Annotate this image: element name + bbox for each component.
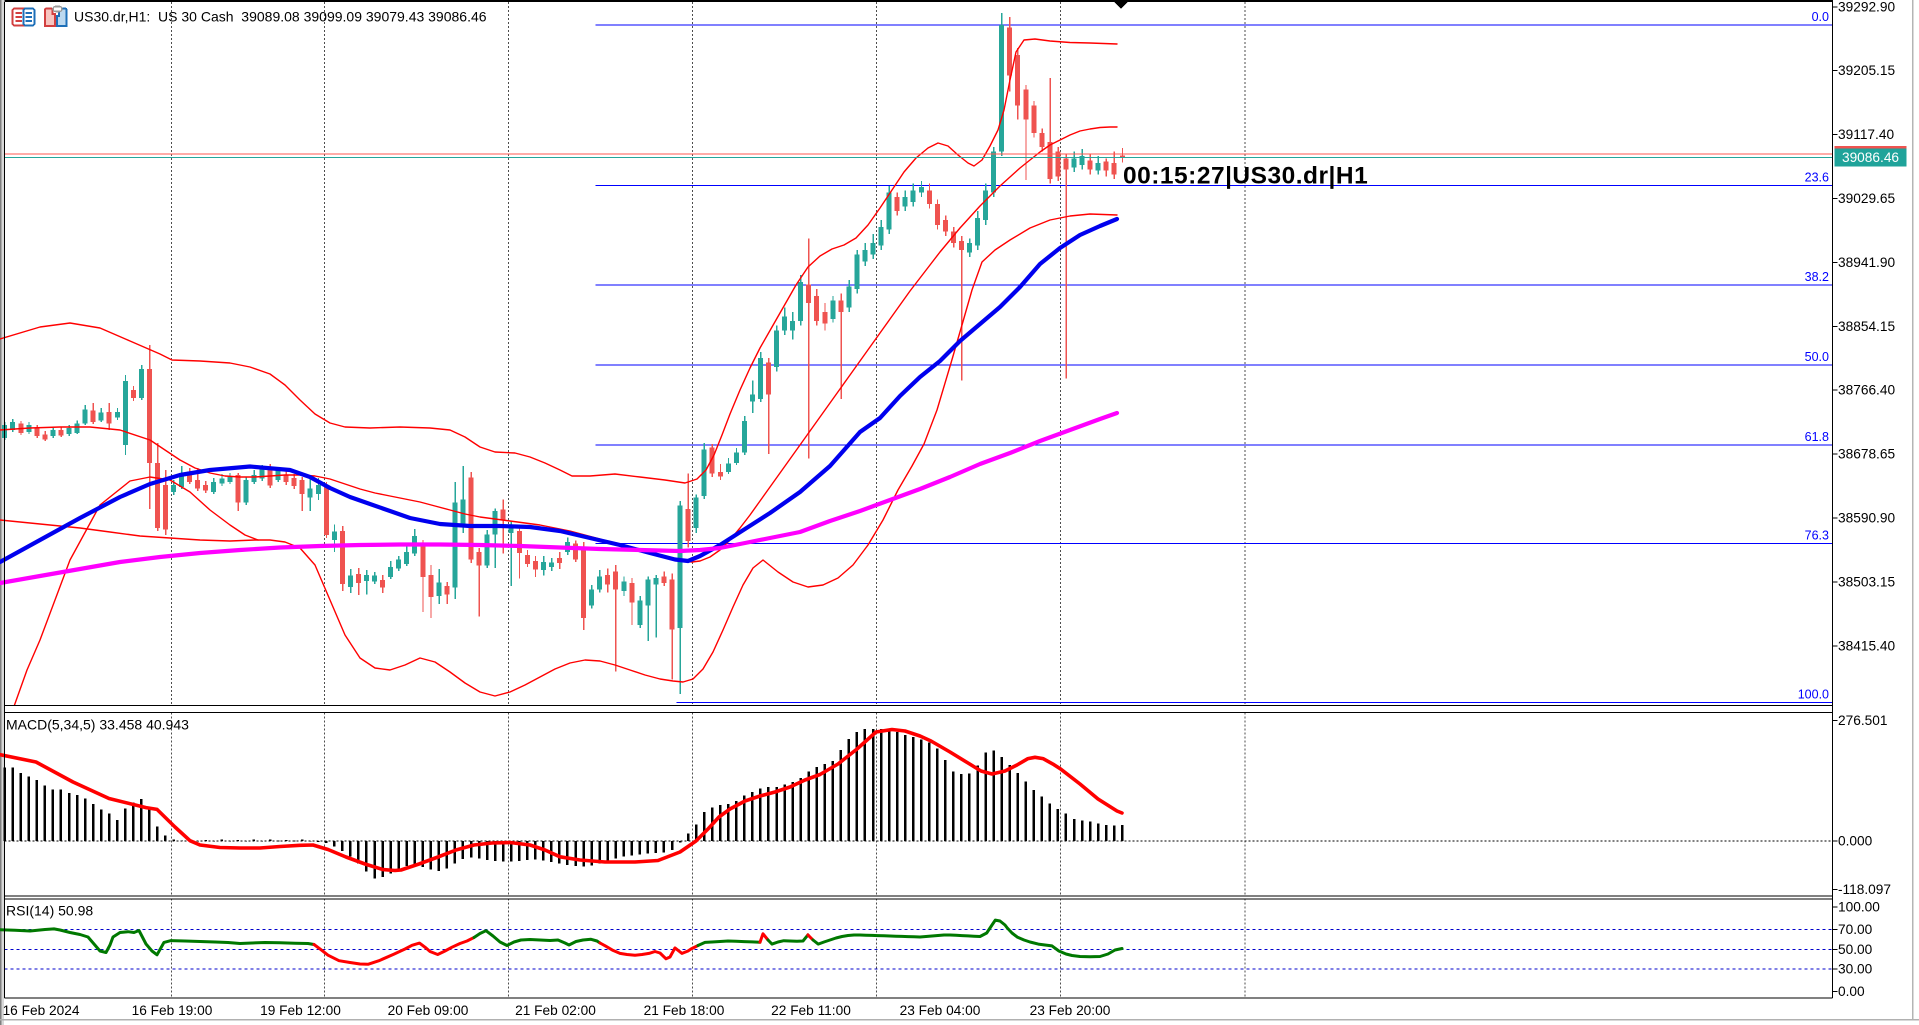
svg-text:38678.65: 38678.65 — [1838, 447, 1895, 462]
svg-text:0.000: 0.000 — [1838, 833, 1873, 848]
svg-text:39029.65: 39029.65 — [1838, 191, 1895, 206]
svg-text:16 Feb 2024: 16 Feb 2024 — [3, 1003, 80, 1018]
svg-text:38766.40: 38766.40 — [1838, 383, 1895, 398]
svg-text:23 Feb 20:00: 23 Feb 20:00 — [1030, 1003, 1111, 1018]
svg-text:50.00: 50.00 — [1838, 942, 1873, 957]
svg-text:38854.15: 38854.15 — [1838, 319, 1895, 334]
svg-text:RSI(14) 50.98: RSI(14) 50.98 — [6, 903, 93, 919]
svg-text:22 Feb 11:00: 22 Feb 11:00 — [771, 1003, 851, 1018]
svg-text:23.6: 23.6 — [1805, 171, 1829, 185]
svg-text:30.00: 30.00 — [1838, 961, 1873, 976]
svg-text:23 Feb 04:00: 23 Feb 04:00 — [900, 1003, 981, 1018]
svg-text:39292.90: 39292.90 — [1838, 0, 1895, 14]
svg-text:US30.dr,H1: US 30 Cash 39089: US30.dr,H1: US 30 Cash 39089.08 39099.09… — [74, 9, 487, 25]
svg-text:0.0: 0.0 — [1812, 10, 1829, 24]
svg-text:76.3: 76.3 — [1805, 528, 1829, 542]
svg-text:61.8: 61.8 — [1805, 430, 1829, 444]
svg-text:38590.90: 38590.90 — [1838, 511, 1895, 526]
svg-text:100.00: 100.00 — [1838, 899, 1880, 914]
svg-text:38.2: 38.2 — [1805, 270, 1829, 284]
svg-text:-118.097: -118.097 — [1838, 882, 1891, 897]
svg-text:21 Feb 02:00: 21 Feb 02:00 — [515, 1003, 596, 1018]
svg-text:38941.90: 38941.90 — [1838, 255, 1895, 270]
svg-text:276.501: 276.501 — [1838, 713, 1887, 728]
svg-text:MACD(5,34,5) 33.458 40.943: MACD(5,34,5) 33.458 40.943 — [6, 717, 189, 733]
svg-text:70.00: 70.00 — [1838, 922, 1873, 937]
svg-text:21 Feb 18:00: 21 Feb 18:00 — [644, 1003, 725, 1018]
svg-text:19 Feb 12:00: 19 Feb 12:00 — [260, 1003, 341, 1018]
svg-text:20 Feb 09:00: 20 Feb 09:00 — [388, 1003, 469, 1018]
svg-text:39117.40: 39117.40 — [1838, 127, 1894, 142]
svg-text:00:15:27|US30.dr|H1: 00:15:27|US30.dr|H1 — [1123, 163, 1368, 190]
svg-text:16 Feb 19:00: 16 Feb 19:00 — [132, 1003, 213, 1018]
svg-text:38503.15: 38503.15 — [1838, 574, 1895, 589]
svg-text:0.00: 0.00 — [1838, 984, 1865, 999]
svg-text:39086.46: 39086.46 — [1842, 150, 1899, 165]
svg-text:38415.40: 38415.40 — [1838, 638, 1895, 653]
svg-text:100.0: 100.0 — [1798, 688, 1829, 702]
svg-text:50.0: 50.0 — [1805, 350, 1829, 364]
svg-text:39205.15: 39205.15 — [1838, 63, 1895, 78]
